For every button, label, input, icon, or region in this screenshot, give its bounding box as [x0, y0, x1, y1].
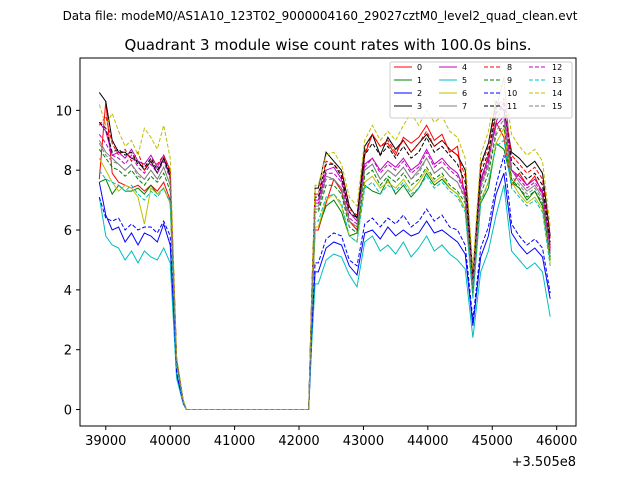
chart-title: Quadrant 3 module wise count rates with … [124, 36, 531, 54]
legend-label-13: 13 [552, 76, 562, 85]
legend-label-0: 0 [417, 63, 422, 72]
x-offset-label: +3.505e8 [512, 455, 576, 470]
x-tick-label: 46000 [536, 434, 577, 449]
legend-label-2: 2 [417, 89, 422, 98]
series-line-15 [98, 117, 551, 410]
x-tick-label: 39000 [85, 434, 126, 449]
legend-label-8: 8 [507, 63, 512, 72]
legend-label-15: 15 [552, 102, 562, 111]
y-tick-label: 6 [64, 224, 72, 239]
series-line-14 [98, 82, 551, 410]
legend-label-4: 4 [462, 63, 467, 72]
legend-box [389, 61, 573, 119]
plot-border [79, 57, 577, 427]
y-tick-label: 4 [64, 284, 72, 299]
series-line-2 [98, 173, 551, 410]
legend-label-14: 14 [552, 89, 562, 98]
legend-label-5: 5 [462, 76, 467, 85]
chart-suptitle: Data file: modeM0/AS1A10_123T02_90000041… [63, 9, 578, 23]
legend-label-3: 3 [417, 102, 422, 111]
x-tick-label: 40000 [150, 434, 191, 449]
legend-label-1: 1 [417, 76, 422, 85]
y-axis: 0 2 4 6 8 10 [55, 104, 80, 419]
x-tick-label: 44000 [407, 434, 448, 449]
series-line-10 [98, 155, 551, 410]
y-tick-label: 0 [64, 404, 72, 419]
y-tick-label: 8 [64, 164, 72, 179]
x-tick-label: 43000 [343, 434, 384, 449]
legend-label-12: 12 [552, 63, 562, 72]
series-line-6 [98, 126, 551, 410]
series-line-12 [98, 101, 551, 410]
legend-label-9: 9 [507, 76, 512, 85]
series-line-5 [98, 185, 551, 410]
x-tick-label: 45000 [472, 434, 513, 449]
legend-label-10: 10 [507, 89, 517, 98]
y-tick-label: 2 [64, 344, 72, 359]
series-layer [98, 77, 551, 410]
series-line-13 [98, 139, 551, 410]
x-tick-label: 42000 [278, 434, 319, 449]
series-line-4 [98, 115, 551, 410]
legend-label-7: 7 [462, 102, 467, 111]
x-axis: 39000 40000 41000 42000 43000 44000 45000 46000 [85, 426, 577, 449]
y-tick-label: 10 [55, 104, 72, 119]
series-line-11 [98, 103, 551, 410]
legend-label-6: 6 [462, 89, 467, 98]
x-tick-label: 41000 [214, 434, 255, 449]
series-line-9 [98, 124, 551, 410]
legend-label-11: 11 [507, 102, 517, 111]
series-line-3 [98, 92, 551, 410]
